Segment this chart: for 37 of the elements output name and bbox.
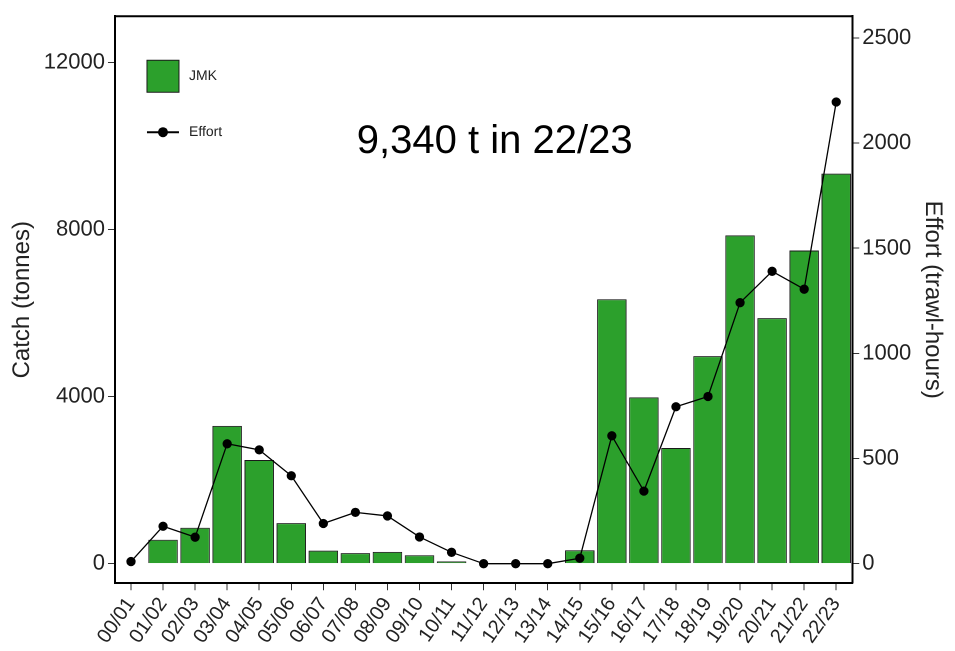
point: [446, 548, 456, 557]
point: [800, 284, 809, 294]
y2-tick-label: 500: [862, 444, 899, 470]
point: [478, 559, 488, 568]
y2-tick-label: 0: [862, 550, 875, 575]
point: [254, 445, 264, 455]
point: [543, 559, 552, 568]
y-tick-label: 0: [92, 550, 105, 575]
y-tick-label: 4000: [56, 382, 105, 408]
point: [190, 532, 200, 542]
y2-axis-title: Effort (trawl-hours): [920, 200, 947, 399]
point: [511, 559, 520, 568]
legend-label: Effort: [188, 123, 222, 140]
y2-tick-label: 2000: [862, 129, 912, 154]
point: [767, 266, 777, 276]
point: [735, 298, 745, 308]
point: [318, 518, 328, 528]
point: [382, 511, 392, 521]
point: [222, 439, 232, 448]
y2-tick-label: 1000: [862, 339, 912, 364]
point: [158, 522, 168, 531]
point: [414, 532, 424, 542]
annotation: 9,340 t in 22/23: [356, 118, 633, 162]
y-tick-label: 8000: [56, 216, 105, 241]
y2-tick-label: 1500: [862, 234, 912, 260]
y2-tick-label: 2500: [862, 24, 912, 49]
point: [671, 402, 681, 412]
point: [703, 392, 713, 402]
y-tick-label: 12000: [44, 48, 105, 74]
y-axis-title: Catch (tonnes): [8, 221, 36, 378]
point: [607, 431, 616, 440]
point: [286, 471, 296, 480]
point: [639, 486, 649, 496]
point: [350, 508, 360, 518]
legend-label: JMK: [188, 67, 218, 84]
point: [832, 97, 841, 107]
point: [126, 556, 136, 566]
